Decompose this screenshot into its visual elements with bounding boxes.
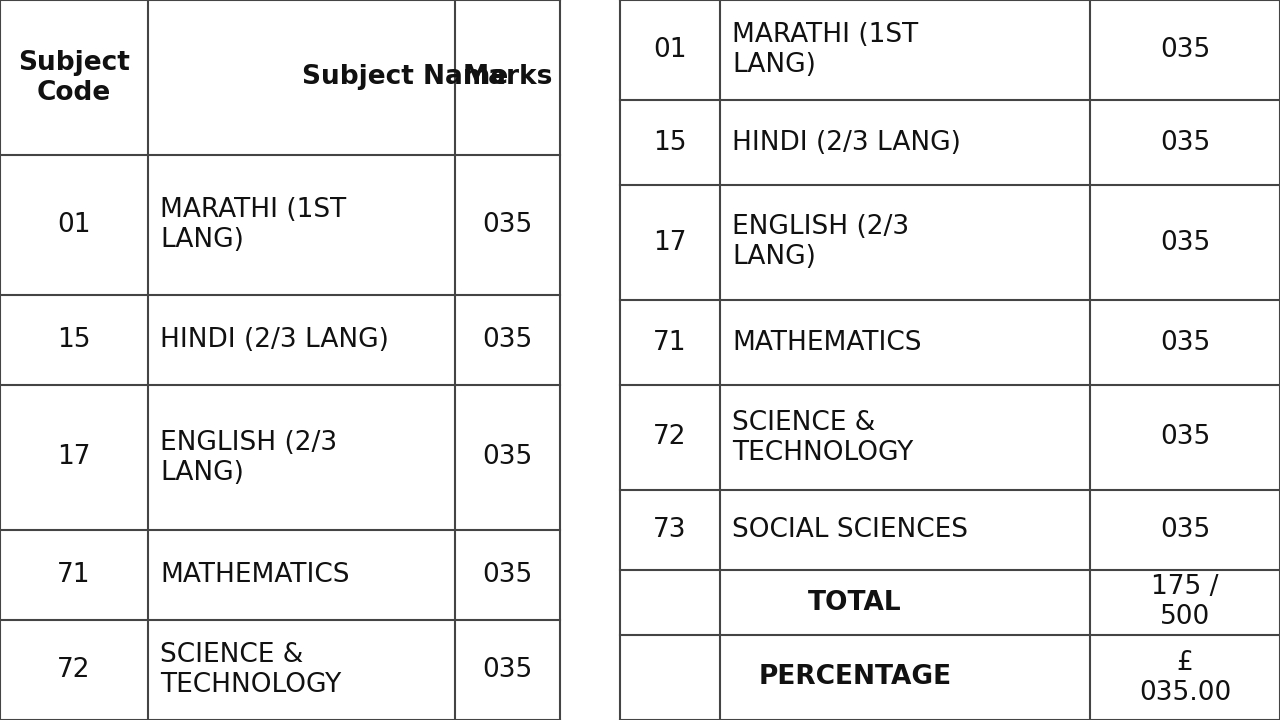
Text: 035: 035: [483, 327, 532, 353]
Text: HINDI (2/3 LANG): HINDI (2/3 LANG): [732, 130, 961, 156]
Text: 71: 71: [653, 330, 687, 356]
Text: 17: 17: [58, 444, 91, 470]
Text: 17: 17: [653, 230, 687, 256]
Text: 035: 035: [483, 657, 532, 683]
Text: 15: 15: [58, 327, 91, 353]
Text: 73: 73: [653, 517, 687, 543]
Text: 72: 72: [58, 657, 91, 683]
Text: 035: 035: [1160, 517, 1210, 543]
Text: 035: 035: [1160, 130, 1210, 156]
Text: 035: 035: [1160, 230, 1210, 256]
Text: 71: 71: [58, 562, 91, 588]
Text: 175 /
500: 175 / 500: [1151, 575, 1219, 631]
Text: SOCIAL SCIENCES: SOCIAL SCIENCES: [732, 517, 968, 543]
Text: £
035.00: £ 035.00: [1139, 649, 1231, 706]
Text: 15: 15: [653, 130, 687, 156]
Text: 01: 01: [58, 212, 91, 238]
Text: ENGLISH (2/3
LANG): ENGLISH (2/3 LANG): [732, 215, 909, 271]
Text: 035: 035: [1160, 425, 1210, 451]
Text: Subject
Code: Subject Code: [18, 50, 131, 106]
Text: SCIENCE &
TECHNOLOGY: SCIENCE & TECHNOLOGY: [160, 642, 342, 698]
Text: Subject Name: Subject Name: [302, 65, 508, 91]
Text: 035: 035: [483, 444, 532, 470]
Text: MARATHI (1ST
LANG): MARATHI (1ST LANG): [160, 197, 347, 253]
Text: HINDI (2/3 LANG): HINDI (2/3 LANG): [160, 327, 389, 353]
Text: TOTAL: TOTAL: [808, 590, 902, 616]
Text: 01: 01: [653, 37, 687, 63]
Text: SCIENCE &
TECHNOLOGY: SCIENCE & TECHNOLOGY: [732, 410, 913, 466]
Text: Marks: Marks: [462, 65, 553, 91]
Text: 035: 035: [1160, 37, 1210, 63]
Text: 035: 035: [483, 212, 532, 238]
Text: ENGLISH (2/3
LANG): ENGLISH (2/3 LANG): [160, 430, 337, 485]
Text: MATHEMATICS: MATHEMATICS: [732, 330, 922, 356]
Text: 72: 72: [653, 425, 687, 451]
Text: 035: 035: [1160, 330, 1210, 356]
Text: PERCENTAGE: PERCENTAGE: [759, 665, 951, 690]
Text: 035: 035: [483, 562, 532, 588]
Text: MATHEMATICS: MATHEMATICS: [160, 562, 349, 588]
Text: MARATHI (1ST
LANG): MARATHI (1ST LANG): [732, 22, 918, 78]
